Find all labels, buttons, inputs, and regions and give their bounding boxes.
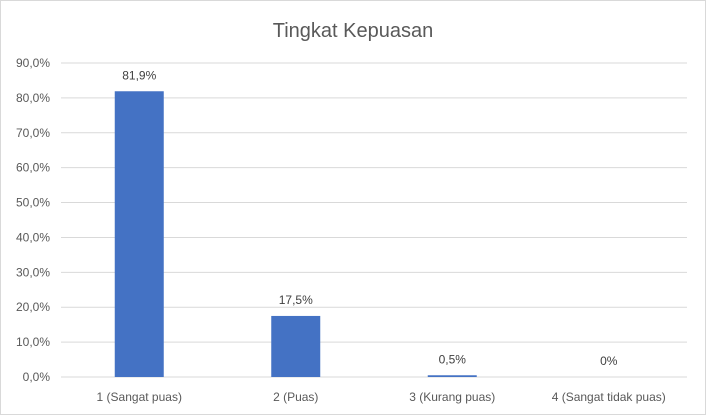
y-tick-label: 20,0% — [16, 300, 50, 314]
data-labels: 81,9% 17,5% 0,5% 0% — [122, 68, 618, 368]
y-tick-label: 90,0% — [16, 56, 50, 70]
y-tick-label: 10,0% — [16, 335, 50, 349]
y-axis-tick-labels: 0,0% 10,0% 20,0% 30,0% 40,0% 50,0% 60,0% 70,0% 8… — [16, 56, 50, 384]
chart-title: Tingkat Kepuasan — [273, 20, 433, 42]
y-tick-label: 60,0% — [16, 161, 50, 175]
bar — [271, 315, 321, 377]
data-label: 0,5% — [439, 352, 467, 366]
gridlines — [61, 62, 687, 378]
y-tick-label: 80,0% — [16, 91, 50, 105]
bars — [114, 91, 477, 377]
category-label: 1 (Sangat puas) — [97, 390, 182, 404]
y-tick-label: 30,0% — [16, 265, 50, 279]
data-label: 0% — [600, 354, 618, 368]
data-label: 17,5% — [279, 293, 313, 307]
y-tick-label: 40,0% — [16, 230, 50, 244]
category-label: 3 (Kurang puas) — [409, 390, 495, 404]
category-label: 4 (Sangat tidak puas) — [552, 390, 666, 404]
y-tick-label: 50,0% — [16, 196, 50, 210]
y-tick-label: 0,0% — [23, 370, 51, 384]
data-label: 81,9% — [122, 68, 156, 82]
category-label: 2 (Puas) — [273, 390, 318, 404]
bar — [114, 91, 164, 377]
x-axis-category-labels: 1 (Sangat puas) 2 (Puas) 3 (Kurang puas) 4 … — [97, 390, 666, 404]
y-tick-label: 70,0% — [16, 126, 50, 140]
bar — [427, 375, 477, 377]
